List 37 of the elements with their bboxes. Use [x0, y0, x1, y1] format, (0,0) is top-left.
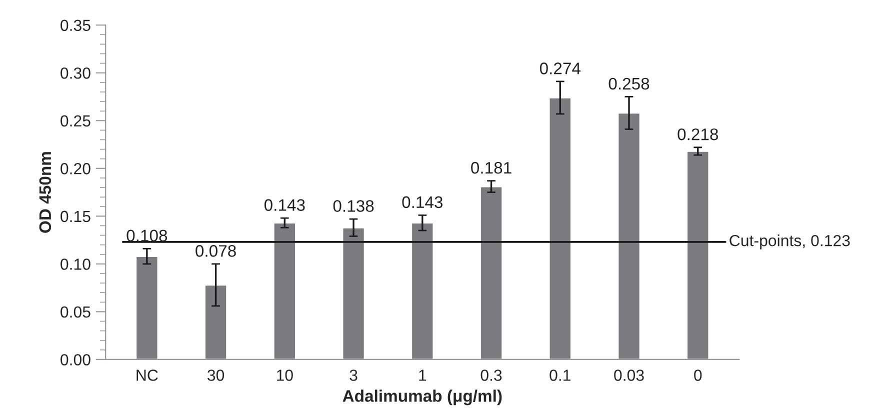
data-label: 0.138: [333, 200, 374, 212]
bar: [617, 112, 641, 360]
x-tick-label: NC: [136, 370, 158, 381]
data-label: 0.218: [678, 128, 718, 140]
x-tick-label: 0: [694, 370, 702, 381]
bar: [410, 222, 434, 360]
data-label: 0.181: [471, 162, 512, 174]
data-label: 0.143: [264, 199, 305, 211]
ref-line-label: Cut-points, 0.123: [730, 234, 850, 250]
data-label: 0.143: [402, 196, 443, 208]
data-label: 0.078: [196, 245, 236, 257]
bar: [204, 284, 228, 360]
data-label: 0.274: [540, 62, 581, 74]
y-tick-label: 0.10: [60, 258, 90, 270]
y-tick-label: 0.35: [60, 20, 90, 32]
y-tick-label: 0.15: [60, 210, 90, 222]
x-tick-label: 10: [276, 370, 293, 381]
y-axis-title: OD 450nm: [39, 152, 52, 233]
x-tick-label: 3: [350, 370, 358, 381]
x-axis-title: Adalimumab (μg/ml): [342, 390, 502, 406]
x-tick-label: 30: [208, 370, 224, 381]
bar: [272, 222, 296, 360]
y-tick-label: 0.00: [60, 354, 90, 366]
data-label: 0.258: [608, 78, 650, 90]
bar: [342, 226, 366, 360]
bar: [686, 150, 710, 360]
x-tick-label: 0.03: [614, 370, 644, 381]
bar: [135, 256, 159, 360]
bar: [548, 97, 572, 360]
y-tick-label: 0.25: [60, 115, 90, 127]
x-tick-label: 0.1: [550, 370, 570, 381]
y-tick-label: 0.30: [60, 67, 90, 79]
bar: [480, 186, 503, 360]
y-tick-label: 0.20: [60, 163, 90, 174]
x-tick-label: 0.3: [480, 370, 502, 381]
y-tick-label: 0.05: [60, 306, 90, 318]
x-tick-label: 1: [419, 370, 426, 381]
